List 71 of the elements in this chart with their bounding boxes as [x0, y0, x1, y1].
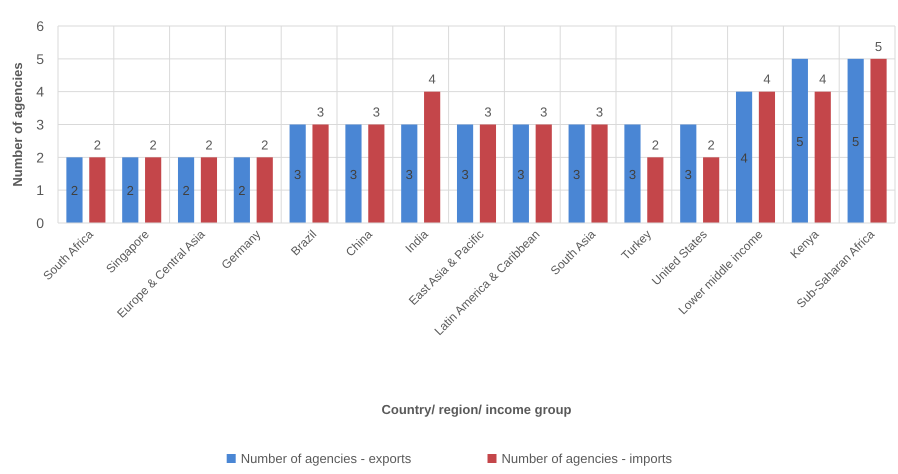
legend-label: Number of agencies - exports [240, 451, 412, 466]
data-label: 3 [316, 104, 324, 120]
y-tick-label: 0 [36, 215, 44, 231]
bar [122, 157, 138, 223]
bar [312, 124, 329, 223]
bar [234, 157, 250, 223]
data-label: 2 [182, 183, 190, 198]
data-label: 3 [406, 166, 413, 182]
bar [368, 124, 384, 223]
bar [200, 157, 218, 223]
data-label: 3 [372, 104, 380, 120]
y-tick-label: 4 [36, 84, 44, 100]
bar [424, 92, 440, 223]
bar [591, 124, 608, 223]
y-tick-label: 6 [36, 18, 44, 34]
bar [145, 157, 162, 223]
y-axis-title: Number of agencies [10, 62, 25, 187]
data-label: 3 [684, 166, 692, 182]
data-label: 2 [238, 183, 246, 198]
bar [680, 124, 696, 223]
bar [848, 58, 864, 223]
data-label: 3 [461, 166, 469, 182]
data-label: 3 [294, 166, 302, 182]
data-label: 3 [573, 166, 580, 182]
data-label: 2 [126, 183, 134, 198]
y-tick-label: 3 [36, 116, 44, 132]
bar [870, 58, 887, 223]
data-label: 4 [819, 72, 826, 87]
legend-label: Number of agencies - imports [502, 451, 673, 466]
y-tick-label: 1 [36, 182, 44, 198]
data-label: 2 [708, 137, 715, 152]
data-label: 3 [628, 166, 636, 182]
bar [89, 157, 106, 223]
bar [814, 92, 831, 223]
bar [792, 58, 808, 223]
data-label: 2 [205, 137, 213, 152]
data-label: 2 [261, 137, 268, 152]
bar [401, 124, 418, 223]
data-label: 4 [428, 72, 436, 87]
bar [624, 124, 641, 223]
bar [178, 157, 194, 223]
bar [758, 92, 776, 223]
bar [512, 124, 529, 223]
y-tick-label: 5 [36, 50, 44, 67]
y-tick-label: 2 [36, 149, 44, 166]
bar [536, 124, 552, 223]
data-label: 3 [540, 104, 548, 120]
bar [647, 157, 664, 223]
data-label: 5 [874, 38, 882, 54]
data-label: 3 [350, 166, 358, 182]
bar [345, 124, 362, 223]
bar [568, 124, 585, 223]
data-label: 2 [70, 183, 78, 198]
data-label: 3 [596, 104, 604, 120]
data-label: 2 [150, 137, 157, 152]
x-axis-title: Country/ region/ income group [382, 402, 572, 417]
data-label: 5 [852, 134, 860, 149]
bar [290, 124, 306, 223]
bar [256, 157, 273, 223]
bar [736, 92, 752, 223]
data-label: 4 [740, 150, 748, 166]
bar [66, 157, 83, 223]
data-label: 4 [763, 72, 771, 87]
data-label: 5 [796, 134, 804, 149]
data-label: 2 [652, 137, 659, 152]
bar [480, 124, 496, 223]
bar [703, 157, 720, 223]
data-label: 3 [484, 104, 492, 120]
data-label: 3 [517, 166, 524, 182]
bar [456, 124, 474, 223]
data-label: 2 [94, 137, 101, 152]
